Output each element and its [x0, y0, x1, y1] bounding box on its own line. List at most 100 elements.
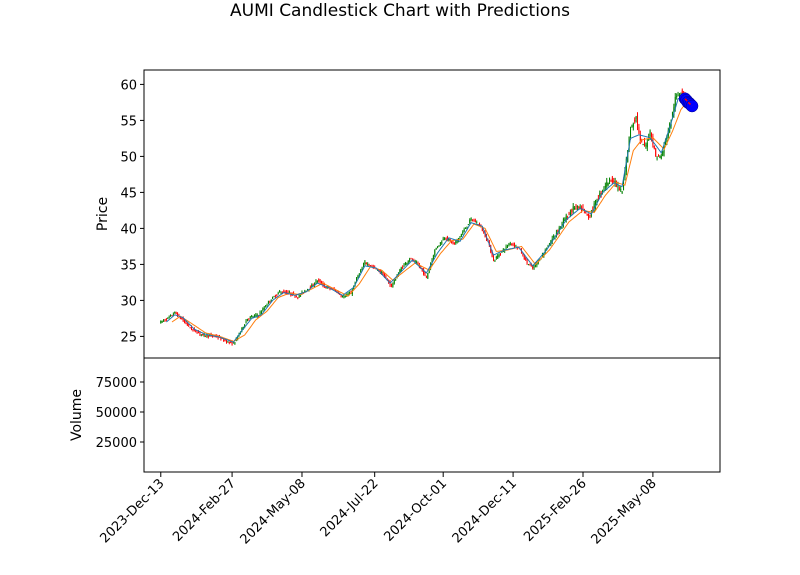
- candle-body: [575, 205, 577, 207]
- candle-body: [576, 205, 578, 208]
- candle-body: [344, 296, 346, 298]
- candle-body: [445, 237, 447, 240]
- ma-long-line: [171, 98, 690, 342]
- candle-body: [365, 263, 367, 265]
- candle-body: [613, 180, 615, 182]
- candle-body: [160, 320, 162, 324]
- volume-plot-frame: [143, 357, 721, 473]
- candle-body: [404, 262, 406, 266]
- candle-body: [449, 239, 451, 241]
- candle-body: [349, 293, 351, 295]
- candle-body: [557, 230, 559, 233]
- candle-body: [479, 223, 481, 225]
- candle-body: [192, 329, 194, 331]
- prediction-line: [684, 98, 693, 107]
- candle-body: [585, 210, 587, 214]
- candle-body: [252, 316, 254, 318]
- candle-body: [678, 94, 680, 97]
- candle-body: [312, 284, 314, 286]
- candle-body: [164, 319, 166, 321]
- candle-body: [522, 253, 524, 255]
- candle-body: [437, 246, 439, 248]
- candle-body: [171, 315, 173, 317]
- candle-body: [400, 267, 402, 272]
- candle-body: [177, 312, 179, 317]
- candle-body: [251, 316, 253, 318]
- candle-body: [175, 312, 177, 314]
- candle-body: [231, 341, 233, 345]
- candle-body: [255, 314, 257, 316]
- candle-body: [611, 177, 613, 183]
- candle-body: [596, 201, 598, 204]
- ma-short-line: [166, 95, 687, 343]
- candle-body: [428, 268, 430, 274]
- candle-body: [403, 264, 405, 266]
- candle-body: [340, 295, 342, 297]
- candle-body: [569, 212, 571, 217]
- candle-body: [263, 307, 265, 310]
- x-tick-label: 2024-Jul-22: [318, 476, 382, 540]
- candle-body: [385, 275, 387, 279]
- candle-body: [525, 258, 527, 260]
- candle-body: [674, 96, 676, 108]
- price-ytick-label: 55: [120, 114, 137, 129]
- price-ytick-label: 40: [120, 222, 137, 237]
- candle-body: [512, 244, 514, 246]
- candle-body: [495, 257, 497, 259]
- candle-body: [232, 342, 234, 344]
- candle-body: [165, 319, 167, 321]
- candle-body: [644, 141, 646, 143]
- candle-body: [459, 236, 461, 239]
- candle-body: [178, 314, 180, 316]
- candle-body: [505, 246, 507, 249]
- candle-body: [309, 286, 311, 289]
- price-axis-label: Price: [95, 197, 111, 231]
- candle-body: [561, 222, 563, 226]
- candle-body: [262, 308, 264, 311]
- candle-body: [364, 261, 366, 265]
- candle-body: [439, 242, 441, 245]
- candle-body: [432, 255, 434, 261]
- candle-body: [274, 296, 276, 298]
- candle-body: [161, 321, 163, 323]
- candle-body: [181, 318, 183, 320]
- candle-body: [527, 264, 529, 266]
- candle-body: [455, 241, 457, 244]
- candle-body: [319, 280, 321, 282]
- candle-body: [451, 241, 453, 243]
- candle-body: [593, 203, 595, 209]
- candle-body: [209, 335, 211, 337]
- candle-body: [681, 90, 683, 96]
- volume-ytick-label: 75000: [96, 376, 137, 391]
- candle-body: [673, 107, 675, 115]
- candle-body: [390, 283, 392, 286]
- candle-body: [407, 260, 409, 263]
- candle-body: [588, 213, 590, 218]
- candle-body: [287, 291, 289, 294]
- candle-body: [399, 269, 401, 274]
- candle-body: [653, 146, 655, 149]
- x-tick-label: 2024-May-08: [238, 476, 309, 547]
- candle-body: [508, 244, 510, 246]
- candle-body: [452, 241, 454, 243]
- candle-body: [631, 126, 633, 128]
- candle-body: [467, 224, 469, 226]
- candle-body: [438, 245, 440, 247]
- volume-ytick-label: 50000: [96, 406, 137, 421]
- candle-body: [195, 329, 197, 332]
- candle-body: [406, 262, 408, 265]
- candle-body: [533, 265, 535, 269]
- prediction-point: [685, 99, 699, 113]
- candle-body: [265, 306, 267, 308]
- candle-body: [526, 260, 528, 264]
- candle-body: [416, 262, 418, 264]
- candle-body: [249, 316, 251, 318]
- candle-body: [414, 261, 416, 263]
- candle-body: [676, 96, 678, 98]
- candle-body: [476, 222, 478, 224]
- candle-body: [269, 301, 271, 303]
- candle-body: [446, 236, 448, 240]
- candle-body: [347, 293, 349, 296]
- chart-title: AUMI Candlestick Chart with Predictions: [230, 1, 570, 21]
- candle-body: [246, 318, 248, 322]
